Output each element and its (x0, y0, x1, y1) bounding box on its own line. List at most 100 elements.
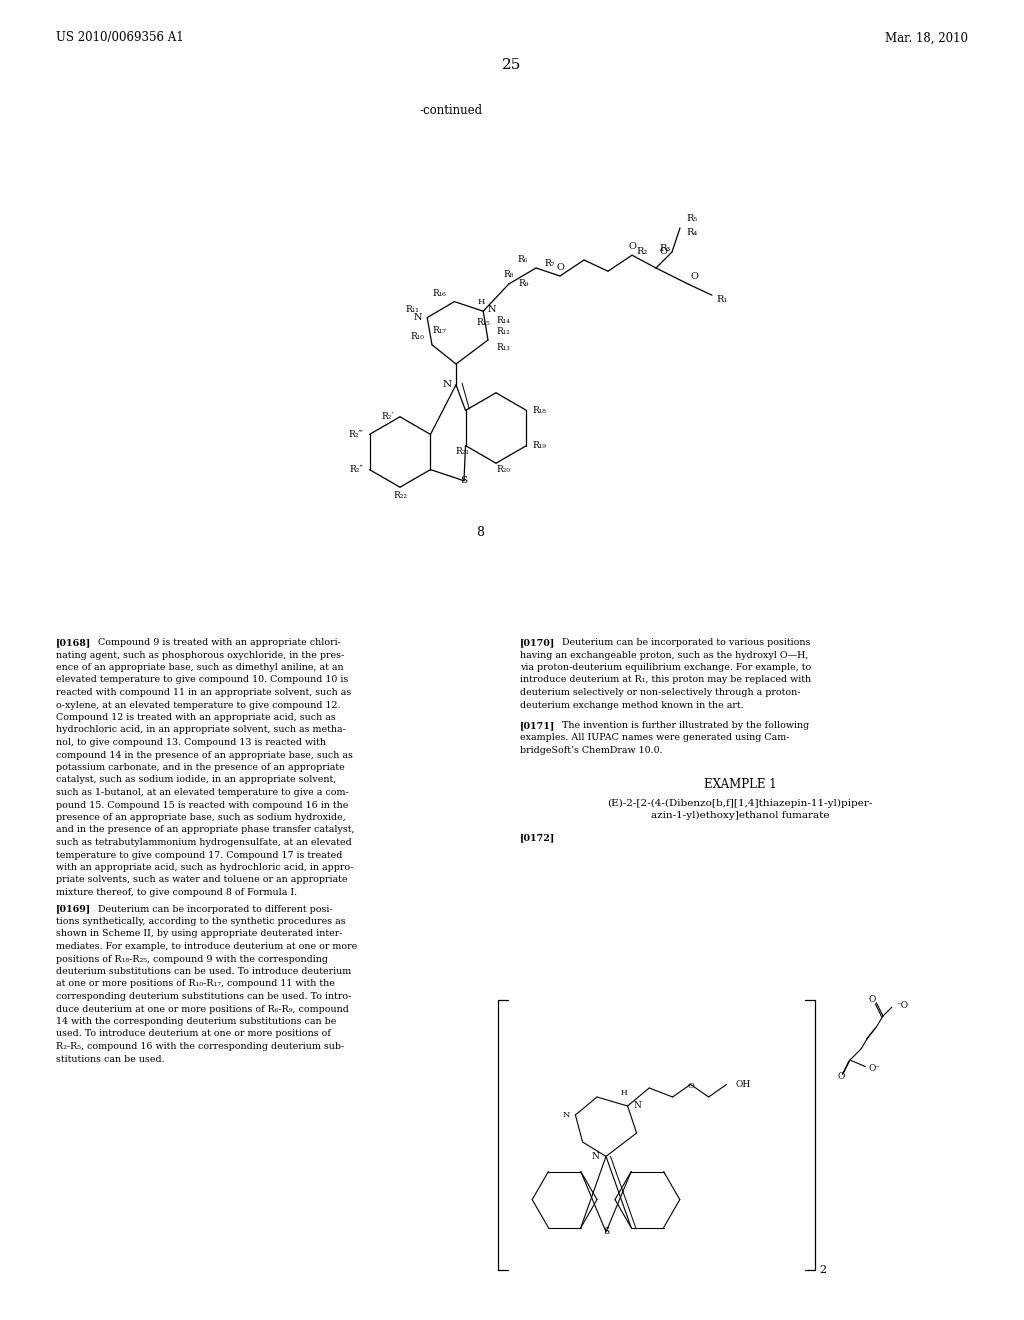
Text: Deuterium can be incorporated to different posi-: Deuterium can be incorporated to differe… (98, 904, 333, 913)
Text: nol, to give compound 13. Compound 13 is reacted with: nol, to give compound 13. Compound 13 is… (56, 738, 326, 747)
Text: bridgeSoft’s ChemDraw 10.0.: bridgeSoft’s ChemDraw 10.0. (520, 746, 663, 755)
Text: [0170]: [0170] (520, 638, 555, 647)
Text: US 2010/0069356 A1: US 2010/0069356 A1 (56, 32, 183, 45)
Text: R₁₀: R₁₀ (411, 333, 424, 342)
Text: deuterium selectively or non-selectively through a proton-: deuterium selectively or non-selectively… (520, 688, 801, 697)
Text: via proton-deuterium equilibrium exchange. For example, to: via proton-deuterium equilibrium exchang… (520, 663, 811, 672)
Text: N: N (442, 380, 452, 389)
Text: potassium carbonate, and in the presence of an appropriate: potassium carbonate, and in the presence… (56, 763, 345, 772)
Text: shown in Scheme II, by using appropriate deuterated inter-: shown in Scheme II, by using appropriate… (56, 929, 342, 939)
Text: S: S (603, 1228, 609, 1237)
Text: ⁻O: ⁻O (896, 1001, 908, 1010)
Text: duce deuterium at one or more positions of R₆-R₉, compound: duce deuterium at one or more positions … (56, 1005, 349, 1014)
Text: stitutions can be used.: stitutions can be used. (56, 1055, 165, 1064)
Text: elevated temperature to give compound 10. Compound 10 is: elevated temperature to give compound 10… (56, 676, 348, 685)
Text: R₁₄: R₁₄ (496, 317, 510, 325)
Text: [0172]: [0172] (520, 833, 555, 842)
Text: O: O (690, 272, 698, 281)
Text: Mar. 18, 2010: Mar. 18, 2010 (885, 32, 968, 45)
Text: O: O (868, 995, 876, 1005)
Text: Compound 9 is treated with an appropriate chlori-: Compound 9 is treated with an appropriat… (98, 638, 341, 647)
Text: R₁₈: R₁₈ (532, 407, 547, 414)
Text: such as 1-butanol, at an elevated temperature to give a com-: such as 1-butanol, at an elevated temper… (56, 788, 349, 797)
Text: introduce deuterium at R₁, this proton may be replaced with: introduce deuterium at R₁, this proton m… (520, 676, 811, 685)
Text: O⁻: O⁻ (868, 1064, 881, 1073)
Text: temperature to give compound 17. Compound 17 is treated: temperature to give compound 17. Compoun… (56, 850, 342, 859)
Text: R₁₆: R₁₆ (433, 289, 446, 298)
Text: positions of R₁₈-R₂₅, compound 9 with the corresponding: positions of R₁₈-R₂₅, compound 9 with th… (56, 954, 328, 964)
Text: Deuterium can be incorporated to various positions: Deuterium can be incorporated to various… (562, 638, 810, 647)
Text: nating agent, such as phosphorous oxychloride, in the pres-: nating agent, such as phosphorous oxychl… (56, 651, 344, 660)
Text: pound 15. Compound 15 is reacted with compound 16 in the: pound 15. Compound 15 is reacted with co… (56, 800, 348, 809)
Text: [0168]: [0168] (56, 638, 91, 647)
Text: corresponding deuterium substitutions can be used. To intro-: corresponding deuterium substitutions ca… (56, 993, 351, 1001)
Text: R₆: R₆ (518, 256, 528, 264)
Text: N: N (488, 305, 497, 314)
Text: N: N (413, 313, 422, 322)
Text: -continued: -continued (420, 103, 483, 116)
Text: R₂: R₂ (637, 248, 648, 256)
Text: reacted with compound 11 in an appropriate solvent, such as: reacted with compound 11 in an appropria… (56, 688, 351, 697)
Text: deuterium substitutions can be used. To introduce deuterium: deuterium substitutions can be used. To … (56, 968, 351, 975)
Text: mediates. For example, to introduce deuterium at one or more: mediates. For example, to introduce deut… (56, 942, 357, 950)
Text: The invention is further illustrated by the following: The invention is further illustrated by … (562, 721, 809, 730)
Text: such as tetrabutylammonium hydrogensulfate, at an elevated: such as tetrabutylammonium hydrogensulfa… (56, 838, 352, 847)
Text: H: H (621, 1089, 628, 1097)
Text: H: H (478, 298, 485, 306)
Text: used. To introduce deuterium at one or more positions of: used. To introduce deuterium at one or m… (56, 1030, 331, 1039)
Text: [0169]: [0169] (56, 904, 91, 913)
Text: o-xylene, at an elevated temperature to give compound 12.: o-xylene, at an elevated temperature to … (56, 701, 341, 710)
Text: 14 with the corresponding deuterium substitutions can be: 14 with the corresponding deuterium subs… (56, 1016, 336, 1026)
Text: R₁: R₁ (717, 296, 728, 305)
Text: R₂₀: R₂₀ (496, 465, 510, 474)
Text: R₂₂: R₂₂ (393, 491, 407, 500)
Text: R₁₅: R₁₅ (476, 318, 490, 327)
Text: N: N (592, 1152, 600, 1160)
Text: 8: 8 (476, 525, 484, 539)
Text: R₇: R₇ (544, 259, 554, 268)
Text: R₂‵: R₂‵ (381, 412, 393, 421)
Text: R₉: R₉ (518, 280, 528, 289)
Text: deuterium exchange method known in the art.: deuterium exchange method known in the a… (520, 701, 743, 710)
Text: priate solvents, such as water and toluene or an appropriate: priate solvents, such as water and tolue… (56, 875, 347, 884)
Text: R₈: R₈ (504, 269, 514, 279)
Text: 25: 25 (503, 58, 521, 73)
Text: R₂″: R₂″ (349, 465, 364, 474)
Text: R₁₂: R₁₂ (496, 327, 510, 337)
Text: with an appropriate acid, such as hydrochloric acid, in appro-: with an appropriate acid, such as hydroc… (56, 863, 353, 873)
Text: O: O (838, 1072, 845, 1081)
Text: at one or more positions of R₁₀-R₁₇, compound 11 with the: at one or more positions of R₁₀-R₁₇, com… (56, 979, 335, 989)
Text: O: O (659, 248, 668, 256)
Text: compound 14 in the presence of an appropriate base, such as: compound 14 in the presence of an approp… (56, 751, 353, 759)
Text: tions synthetically, according to the synthetic procedures as: tions synthetically, according to the sy… (56, 917, 346, 927)
Text: R₁₁: R₁₁ (406, 305, 419, 314)
Text: R₁₃: R₁₃ (496, 343, 510, 352)
Text: O: O (556, 263, 564, 272)
Text: having an exchangeable proton, such as the hydroxyl O—H,: having an exchangeable proton, such as t… (520, 651, 808, 660)
Text: [0171]: [0171] (520, 721, 555, 730)
Text: azin-1-yl)ethoxy]ethanol fumarate: azin-1-yl)ethoxy]ethanol fumarate (650, 810, 829, 820)
Text: R₂‴: R₂‴ (348, 430, 364, 438)
Text: O: O (628, 242, 636, 251)
Text: presence of an appropriate base, such as sodium hydroxide,: presence of an appropriate base, such as… (56, 813, 346, 822)
Text: R₁₇: R₁₇ (432, 326, 445, 335)
Text: mixture thereof, to give compound 8 of Formula I.: mixture thereof, to give compound 8 of F… (56, 888, 297, 898)
Text: OH: OH (735, 1080, 751, 1089)
Text: R₁₉: R₁₉ (532, 441, 547, 450)
Text: S: S (461, 477, 468, 486)
Text: O: O (687, 1082, 694, 1090)
Text: and in the presence of an appropriate phase transfer catalyst,: and in the presence of an appropriate ph… (56, 825, 354, 834)
Text: Compound 12 is treated with an appropriate acid, such as: Compound 12 is treated with an appropria… (56, 713, 336, 722)
Text: hydrochloric acid, in an appropriate solvent, such as metha-: hydrochloric acid, in an appropriate sol… (56, 726, 346, 734)
Text: (E)-2-[2-(4-(Dibenzo[b,f][1,4]thiazepin-11-yl)piper-: (E)-2-[2-(4-(Dibenzo[b,f][1,4]thiazepin-… (607, 799, 872, 808)
Text: EXAMPLE 1: EXAMPLE 1 (703, 779, 776, 792)
Text: R₃: R₃ (659, 244, 671, 253)
Text: catalyst, such as sodium iodide, in an appropriate solvent,: catalyst, such as sodium iodide, in an a… (56, 776, 336, 784)
Text: R₅: R₅ (686, 214, 697, 223)
Text: ence of an appropriate base, such as dimethyl aniline, at an: ence of an appropriate base, such as dim… (56, 663, 344, 672)
Text: 2: 2 (819, 1265, 826, 1275)
Text: examples. All IUPAC names were generated using Cam-: examples. All IUPAC names were generated… (520, 734, 790, 742)
Text: R₂-R₅, compound 16 with the corresponding deuterium sub-: R₂-R₅, compound 16 with the correspondin… (56, 1041, 344, 1051)
Text: N: N (562, 1111, 570, 1119)
Text: R₂₁: R₂₁ (456, 447, 469, 457)
